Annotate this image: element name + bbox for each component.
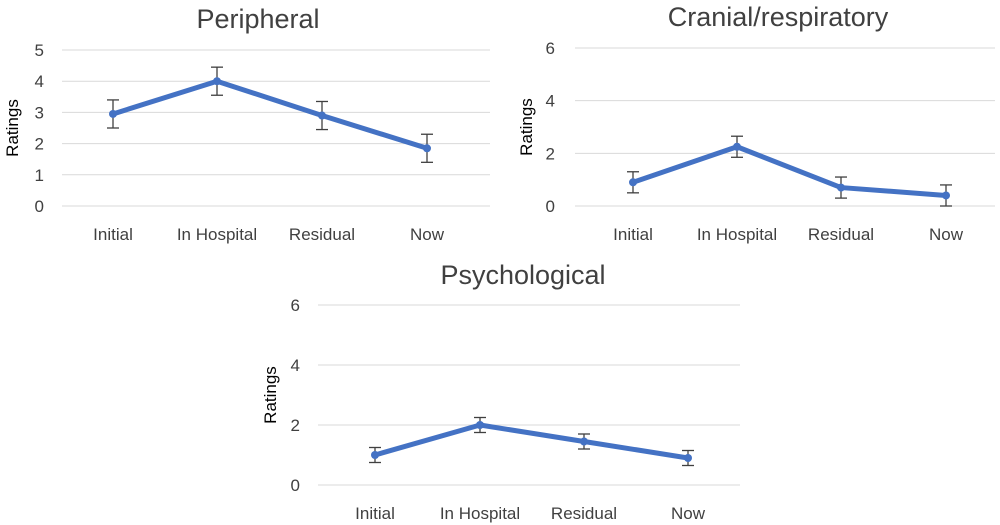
x-tick-label: Initial (355, 504, 395, 523)
y-tick-label: 6 (546, 39, 555, 58)
chart-cranial-respiratory: Cranial/respiratory Ratings 0 2 4 6 Initial In … (517, 2, 995, 244)
data-point (423, 144, 431, 153)
series-line (110, 78, 430, 151)
y-axis-label: Ratings (517, 98, 536, 156)
x-tick-label: In Hospital (697, 225, 777, 244)
data-point (942, 191, 950, 200)
chart-peripheral: Peripheral Ratings 0 1 2 3 4 5 Initial In Hospita… (3, 4, 490, 244)
data-point (371, 451, 379, 459)
data-point (629, 178, 637, 187)
y-tick-label: 6 (291, 296, 300, 315)
data-point (109, 109, 117, 118)
chart-title: Cranial/respiratory (668, 2, 889, 32)
y-tick-label: 4 (291, 356, 300, 375)
y-tick-label: 2 (35, 135, 44, 154)
y-tick-label: 2 (546, 144, 555, 163)
chart-title: Peripheral (196, 4, 319, 34)
y-tick-label: 0 (35, 197, 44, 216)
data-point (318, 111, 326, 120)
y-tick-label: 0 (546, 197, 555, 216)
x-tick-label: In Hospital (177, 225, 257, 244)
series-line (372, 422, 691, 461)
chart-title: Psychological (440, 260, 605, 290)
y-tick-label: 3 (35, 103, 44, 122)
x-tick-label: Residual (289, 225, 355, 244)
x-tick-label: In Hospital (440, 504, 520, 523)
x-tick-label: Now (671, 504, 706, 523)
y-tick-label: 5 (35, 41, 44, 60)
series-line (630, 144, 949, 198)
y-tick-label: 1 (35, 166, 44, 185)
data-point (684, 454, 692, 462)
data-point (213, 77, 221, 86)
data-point (733, 142, 741, 151)
data-point (837, 183, 845, 192)
x-tick-label: Residual (551, 504, 617, 523)
x-tick-label: Now (410, 225, 445, 244)
x-tick-label: Residual (808, 225, 874, 244)
y-tick-label: 4 (546, 92, 555, 111)
data-point (580, 437, 588, 446)
data-point (476, 421, 484, 429)
y-axis-label: Ratings (3, 99, 22, 157)
chart-psychological: Psychological Ratings 0 2 4 6 Initial In Hospit… (261, 260, 740, 523)
y-tick-label: 2 (291, 416, 300, 435)
x-tick-label: Initial (93, 225, 133, 244)
y-tick-label: 0 (291, 476, 300, 495)
y-axis-label: Ratings (261, 366, 280, 424)
x-tick-label: Now (929, 225, 964, 244)
y-tick-label: 4 (35, 72, 44, 91)
x-tick-label: Initial (613, 225, 653, 244)
